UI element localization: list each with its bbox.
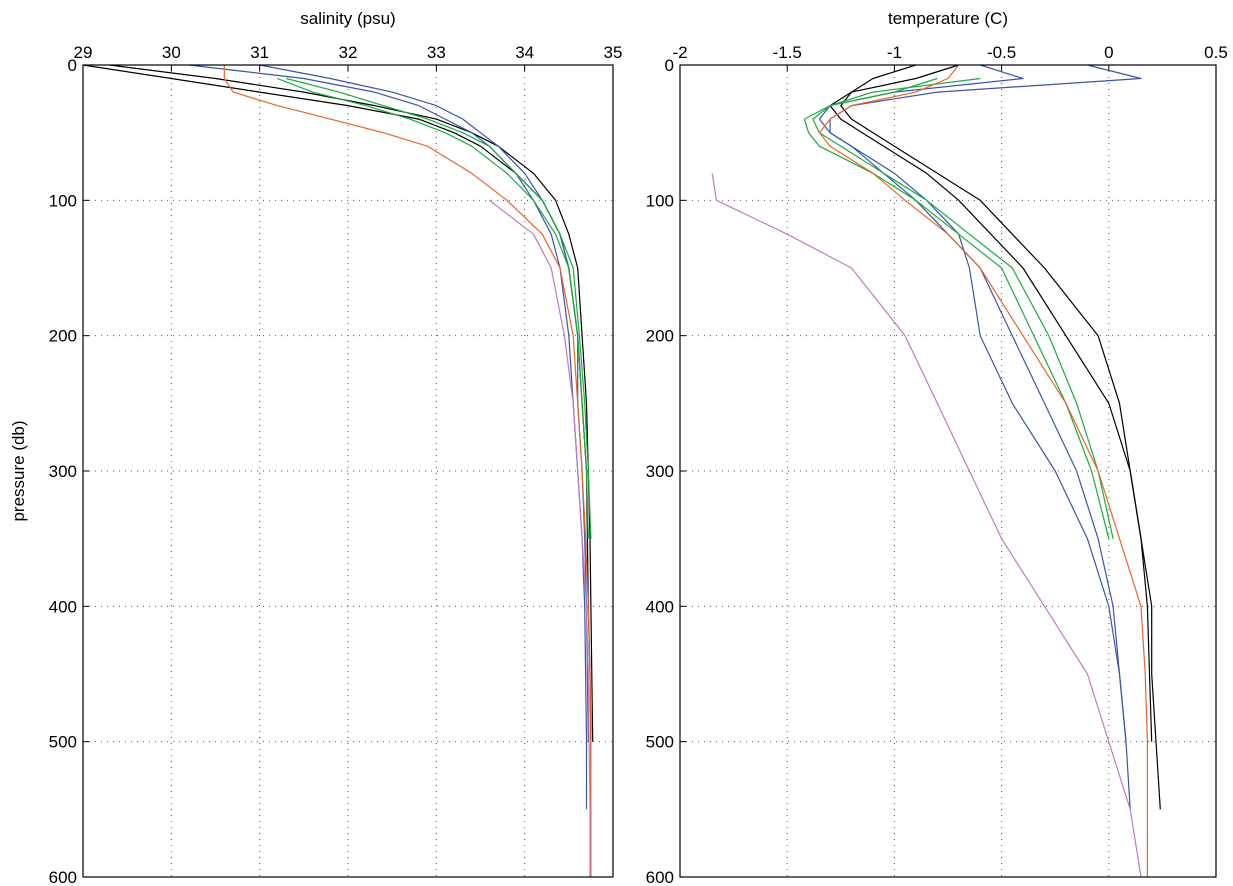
y-axis-label: pressure (db) bbox=[9, 420, 28, 521]
profile-line bbox=[277, 77, 589, 539]
x-axis-label: salinity (psu) bbox=[300, 9, 395, 28]
profile-line bbox=[818, 64, 1127, 742]
profile-line bbox=[223, 65, 592, 877]
y-tick-label: 0 bbox=[68, 56, 77, 75]
x-axis-label: temperature (C) bbox=[888, 9, 1008, 28]
plot-frame bbox=[82, 64, 614, 878]
profile-line bbox=[840, 64, 1161, 810]
y-tick-label: 500 bbox=[646, 733, 674, 752]
y-tick-label: 400 bbox=[49, 597, 77, 616]
x-tick-label: 29 bbox=[74, 43, 93, 62]
profile-line bbox=[286, 77, 592, 539]
profile-line bbox=[818, 64, 1148, 877]
profile-line bbox=[259, 64, 589, 742]
x-tick-label: -0.5 bbox=[987, 43, 1016, 62]
x-tick-label: 30 bbox=[162, 43, 181, 62]
y-tick-label: 600 bbox=[49, 868, 77, 886]
y-tick-label: 100 bbox=[646, 191, 674, 210]
y-tick-label: 100 bbox=[49, 191, 77, 210]
x-tick-label: 0 bbox=[1104, 43, 1113, 62]
x-tick-label: 34 bbox=[515, 43, 534, 62]
profile-line bbox=[488, 199, 591, 877]
plot-frame bbox=[679, 64, 1217, 878]
x-tick-label: 33 bbox=[427, 43, 446, 62]
x-tick-label: -2 bbox=[672, 43, 687, 62]
x-tick-label: 31 bbox=[250, 43, 269, 62]
profile-line bbox=[109, 64, 594, 742]
y-tick-label: 200 bbox=[646, 327, 674, 346]
x-tick-label: 35 bbox=[604, 43, 623, 62]
profile-line bbox=[812, 77, 1114, 539]
y-tick-label: 200 bbox=[49, 327, 77, 346]
y-tick-label: 400 bbox=[646, 597, 674, 616]
y-tick-label: 300 bbox=[49, 462, 77, 481]
x-tick-label: -1.5 bbox=[773, 43, 802, 62]
x-tick-label: -1 bbox=[887, 43, 902, 62]
y-tick-label: 0 bbox=[665, 56, 674, 75]
profile-line bbox=[829, 64, 1153, 742]
x-tick-label: 0.5 bbox=[1204, 43, 1228, 62]
profile-line bbox=[711, 173, 1142, 878]
profile-line bbox=[188, 64, 588, 810]
y-tick-label: 300 bbox=[646, 462, 674, 481]
y-tick-label: 500 bbox=[49, 733, 77, 752]
x-tick-label: 32 bbox=[339, 43, 358, 62]
profile-line bbox=[803, 77, 1110, 539]
y-tick-label: 600 bbox=[646, 868, 674, 886]
profile-line bbox=[82, 64, 592, 810]
